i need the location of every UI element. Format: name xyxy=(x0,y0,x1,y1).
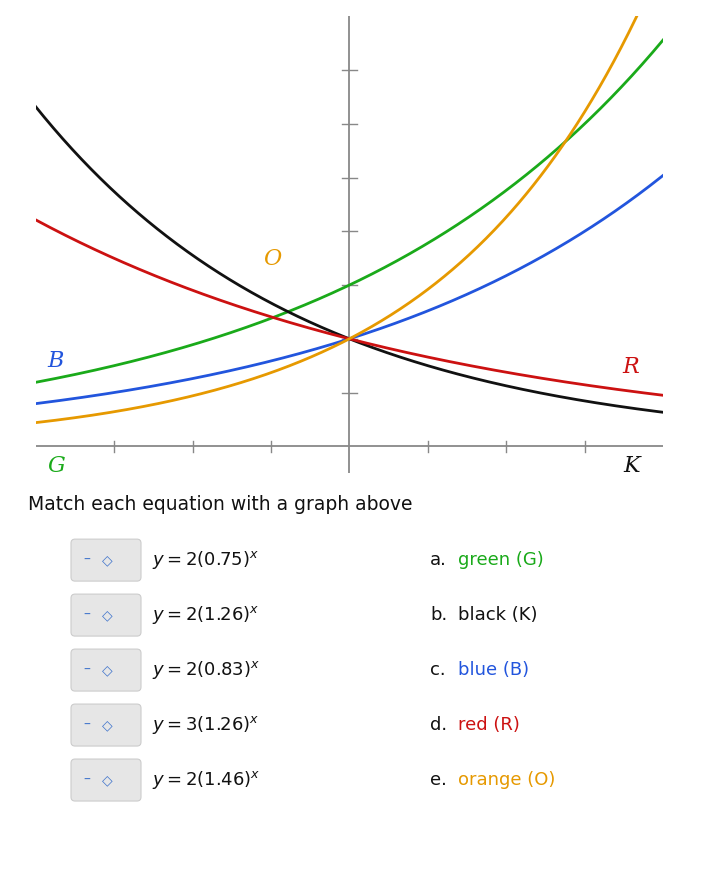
Text: $y = 3(1.26)^x$: $y = 3(1.26)^x$ xyxy=(152,713,260,735)
Text: blue (B): blue (B) xyxy=(458,660,529,679)
Text: R: R xyxy=(623,355,640,377)
Text: ◇: ◇ xyxy=(102,607,113,621)
Text: orange (O): orange (O) xyxy=(458,770,555,788)
FancyBboxPatch shape xyxy=(71,704,141,746)
Text: black (K): black (K) xyxy=(458,606,538,623)
Text: B: B xyxy=(47,350,63,372)
Text: a.: a. xyxy=(430,550,447,568)
Text: red (R): red (R) xyxy=(458,715,520,733)
Text: $y = 2(1.26)^x$: $y = 2(1.26)^x$ xyxy=(152,603,260,626)
Text: e.: e. xyxy=(430,770,447,788)
Text: G: G xyxy=(47,454,65,476)
FancyBboxPatch shape xyxy=(71,760,141,801)
Text: –: – xyxy=(83,717,90,731)
Text: $y = 2(0.75)^x$: $y = 2(0.75)^x$ xyxy=(152,548,259,570)
FancyBboxPatch shape xyxy=(71,649,141,691)
Text: $y = 2(0.83)^x$: $y = 2(0.83)^x$ xyxy=(152,659,260,680)
Text: Match each equation with a graph above: Match each equation with a graph above xyxy=(28,494,413,514)
Text: K: K xyxy=(623,454,640,476)
Text: c.: c. xyxy=(430,660,446,679)
Text: d.: d. xyxy=(430,715,447,733)
Text: –: – xyxy=(83,662,90,676)
Text: ◇: ◇ xyxy=(102,662,113,676)
Text: –: – xyxy=(83,607,90,621)
Text: ◇: ◇ xyxy=(102,553,113,567)
Text: b.: b. xyxy=(430,606,447,623)
Text: $y = 2(1.46)^x$: $y = 2(1.46)^x$ xyxy=(152,768,260,790)
FancyBboxPatch shape xyxy=(71,540,141,581)
Text: O: O xyxy=(263,248,282,270)
Text: green (G): green (G) xyxy=(458,550,544,568)
Text: ◇: ◇ xyxy=(102,773,113,786)
FancyBboxPatch shape xyxy=(71,594,141,636)
Text: ◇: ◇ xyxy=(102,717,113,731)
Text: –: – xyxy=(83,773,90,786)
Text: –: – xyxy=(83,553,90,567)
